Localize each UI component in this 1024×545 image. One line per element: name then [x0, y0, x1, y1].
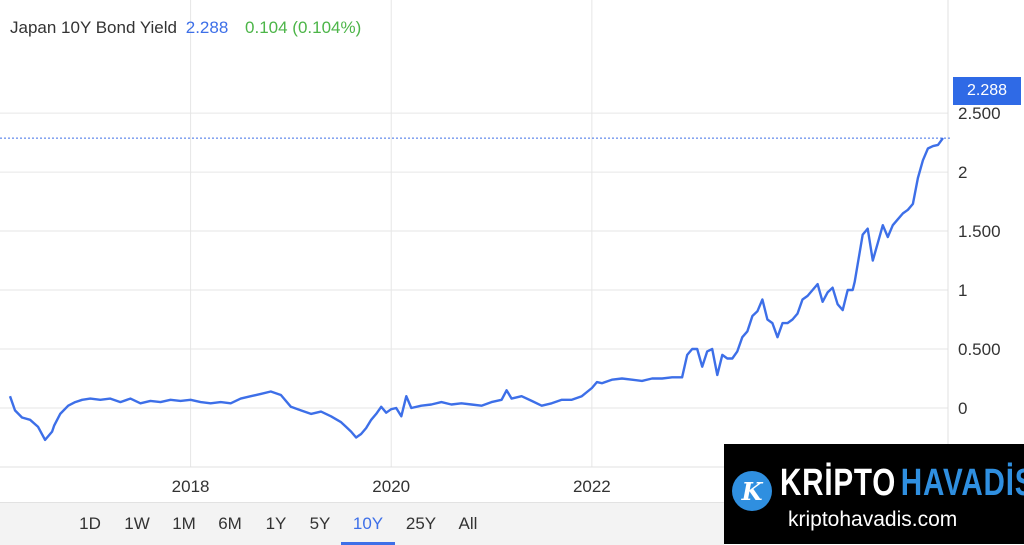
current-yield: 2.288 — [185, 18, 229, 37]
range-button-1y[interactable]: 1Y — [265, 514, 287, 533]
grid-lines — [0, 0, 948, 467]
watermark-title-part2: HAVADİS — [900, 462, 1024, 504]
y-tick-label: 0.500 — [958, 340, 1001, 359]
time-range-bar: 1D 1W 1M 6M 1Y 5Y 10Y 25Y All — [0, 502, 724, 545]
range-button-10y[interactable]: 10Y — [352, 514, 384, 533]
y-axis-ticks: 0 0.500 1 1.500 2 2.500 — [958, 104, 1001, 418]
current-price-tag: 2.288 — [953, 77, 1021, 105]
x-tick-label: 2022 — [573, 477, 611, 496]
range-button-all[interactable]: All — [458, 514, 478, 533]
range-button-1m[interactable]: 1M — [172, 514, 196, 533]
range-button-1d[interactable]: 1D — [79, 514, 101, 533]
x-tick-label: 2018 — [172, 477, 210, 496]
range-button-25y[interactable]: 25Y — [405, 514, 437, 533]
instrument-name: Japan 10Y Bond Yield — [10, 18, 177, 37]
watermark-title: KRİPTO HAVADİS — [780, 464, 1024, 502]
y-tick-label: 2 — [958, 163, 967, 182]
yield-change: 0.104 (0.104%) — [245, 18, 362, 37]
series-line — [8, 137, 944, 442]
chart-header: Japan 10Y Bond Yield 2.288 0.104 (0.104%… — [10, 18, 361, 38]
watermark-logo-icon: K — [732, 471, 772, 511]
y-tick-label: 2.500 — [958, 104, 1001, 123]
y-tick-label: 1 — [958, 281, 967, 300]
x-tick-label: 2020 — [372, 477, 410, 496]
watermark-banner: K KRİPTO HAVADİS kriptohavadis.com — [724, 444, 1024, 544]
yield-chart: 0 0.500 1 1.500 2 2.500 2018 2020 2022 — [0, 0, 1024, 502]
watermark-title-part1: KRİPTO — [780, 462, 897, 504]
range-button-1w[interactable]: 1W — [124, 514, 150, 533]
range-button-5y[interactable]: 5Y — [309, 514, 331, 533]
x-axis-ticks: 2018 2020 2022 — [172, 477, 611, 496]
y-tick-label: 0 — [958, 399, 967, 418]
y-tick-label: 1.500 — [958, 222, 1001, 241]
watermark-url: kriptohavadis.com — [788, 508, 958, 531]
range-button-6m[interactable]: 6M — [218, 514, 242, 533]
